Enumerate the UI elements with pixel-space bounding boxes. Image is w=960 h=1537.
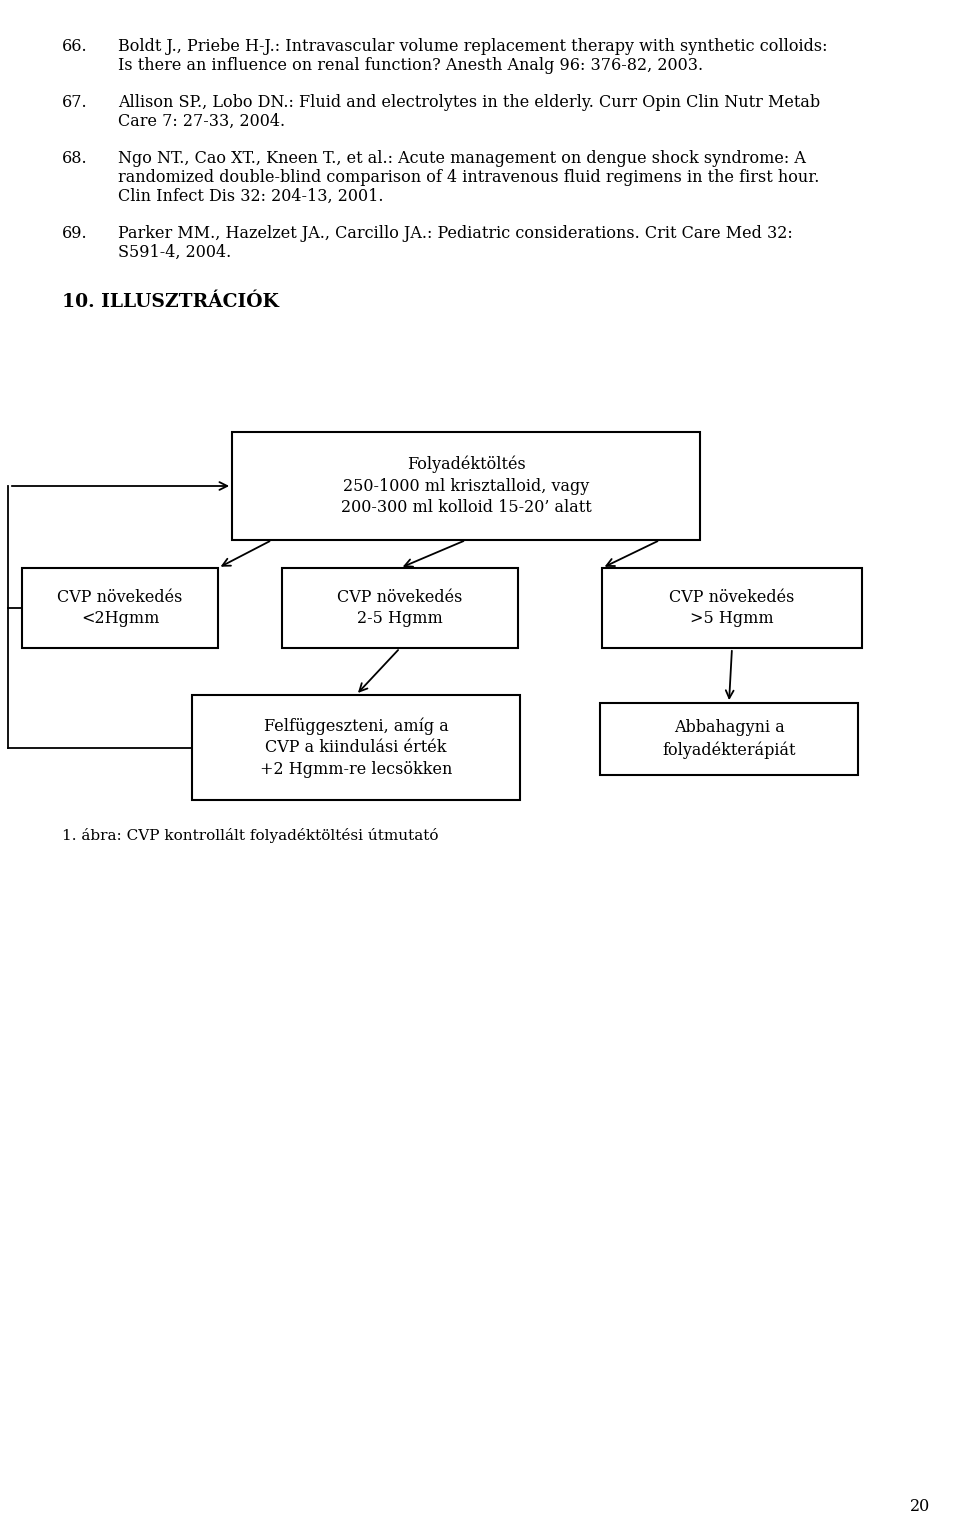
Text: Felfüggeszteni, amíg a
CVP a kiindulási érték
+2 Hgmm-re lecsökken: Felfüggeszteni, amíg a CVP a kiindulási … [260, 718, 452, 778]
Bar [232, 432, 700, 539]
Text: CVP növekedés
>5 Hgmm: CVP növekedés >5 Hgmm [669, 589, 795, 627]
Text: 1. ábra: CVP kontrollált folyadéktöltési útmutató: 1. ábra: CVP kontrollált folyadéktöltési… [62, 828, 439, 842]
Text: Care 7: 27-33, 2004.: Care 7: 27-33, 2004. [118, 114, 285, 131]
Text: Clin Infect Dis 32: 204-13, 2001.: Clin Infect Dis 32: 204-13, 2001. [118, 188, 383, 204]
Text: 68.: 68. [62, 151, 87, 168]
Text: randomized double-blind comparison of 4 intravenous fluid regimens in the first : randomized double-blind comparison of 4 … [118, 169, 820, 186]
Bar [600, 702, 858, 775]
Text: 66.: 66. [62, 38, 87, 55]
Text: Folyadéktöltés
250-1000 ml krisztalloid, vagy
200-300 ml kolloid 15-20’ alatt: Folyadéktöltés 250-1000 ml krisztalloid,… [341, 455, 591, 516]
Text: 69.: 69. [62, 224, 87, 241]
Text: 67.: 67. [62, 94, 87, 111]
Text: Abbahagyni a
folyadékterápiát: Abbahagyni a folyadékterápiát [662, 719, 796, 759]
Bar [22, 569, 218, 649]
Text: Parker MM., Hazelzet JA., Carcillo JA.: Pediatric considerations. Crit Care Med : Parker MM., Hazelzet JA., Carcillo JA.: … [118, 224, 793, 241]
Text: 20: 20 [910, 1499, 930, 1515]
Bar [192, 695, 520, 799]
Text: Allison SP., Lobo DN.: Fluid and electrolytes in the elderly. Curr Opin Clin Nut: Allison SP., Lobo DN.: Fluid and electro… [118, 94, 820, 111]
Text: Ngo NT., Cao XT., Kneen T., et al.: Acute management on dengue shock syndrome: A: Ngo NT., Cao XT., Kneen T., et al.: Acut… [118, 151, 805, 168]
Bar [602, 569, 862, 649]
Text: Is there an influence on renal function? Anesth Analg 96: 376-82, 2003.: Is there an influence on renal function?… [118, 57, 703, 74]
Text: CVP növekedés
<2Hgmm: CVP növekedés <2Hgmm [58, 589, 182, 627]
Text: Boldt J., Priebe H-J.: Intravascular volume replacement therapy with synthetic c: Boldt J., Priebe H-J.: Intravascular vol… [118, 38, 828, 55]
Text: S591-4, 2004.: S591-4, 2004. [118, 244, 231, 261]
Text: 10. ILLUSZTRÁCIÓK: 10. ILLUSZTRÁCIÓK [62, 294, 278, 310]
Bar [282, 569, 518, 649]
Text: CVP növekedés
2-5 Hgmm: CVP növekedés 2-5 Hgmm [337, 589, 463, 627]
